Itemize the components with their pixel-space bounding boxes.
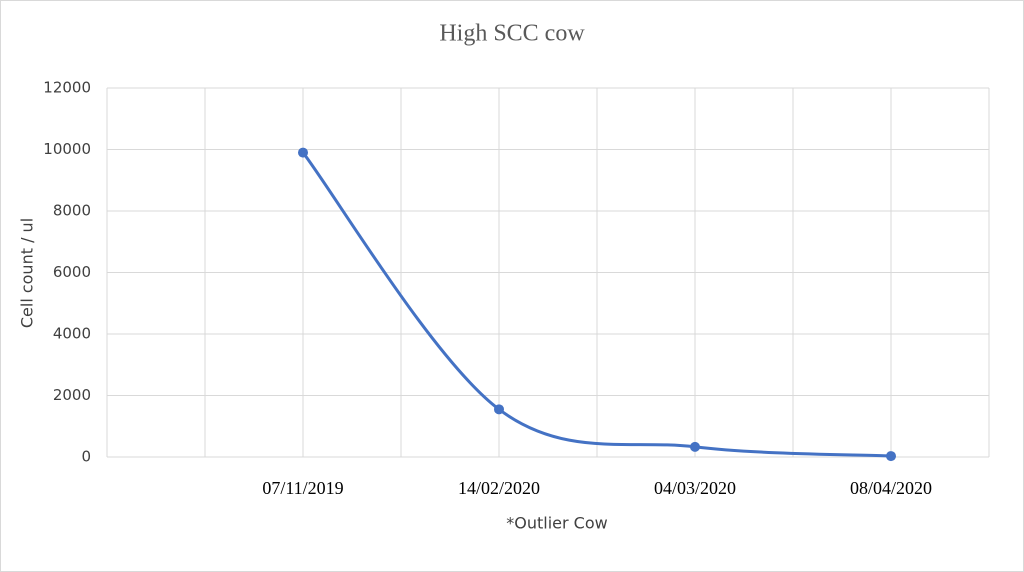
data-point [494, 404, 504, 415]
data-point [886, 451, 896, 462]
series-line [301, 151, 893, 458]
y-tick-label: 2000 [53, 386, 91, 404]
x-tick-label: 07/11/2019 [262, 478, 343, 498]
x-axis-label: *Outlier Cow [506, 514, 607, 533]
x-tick-label: 08/04/2020 [850, 478, 932, 498]
y-tick-label: 12000 [43, 79, 91, 97]
x-tick-label: 14/02/2020 [458, 478, 540, 498]
y-tick-label: 8000 [53, 202, 91, 220]
chart-title: High SCC cow [439, 21, 585, 47]
y-tick-label: 10000 [43, 140, 91, 158]
data-point [690, 441, 700, 452]
data-point [298, 147, 308, 158]
x-tick-label: 04/03/2020 [654, 478, 736, 498]
y-tick-label: 0 [81, 448, 91, 466]
y-tick-label: 6000 [53, 263, 91, 281]
y-tick-label: 4000 [53, 325, 91, 343]
y-axis-label: Cell count / ul [18, 218, 37, 328]
